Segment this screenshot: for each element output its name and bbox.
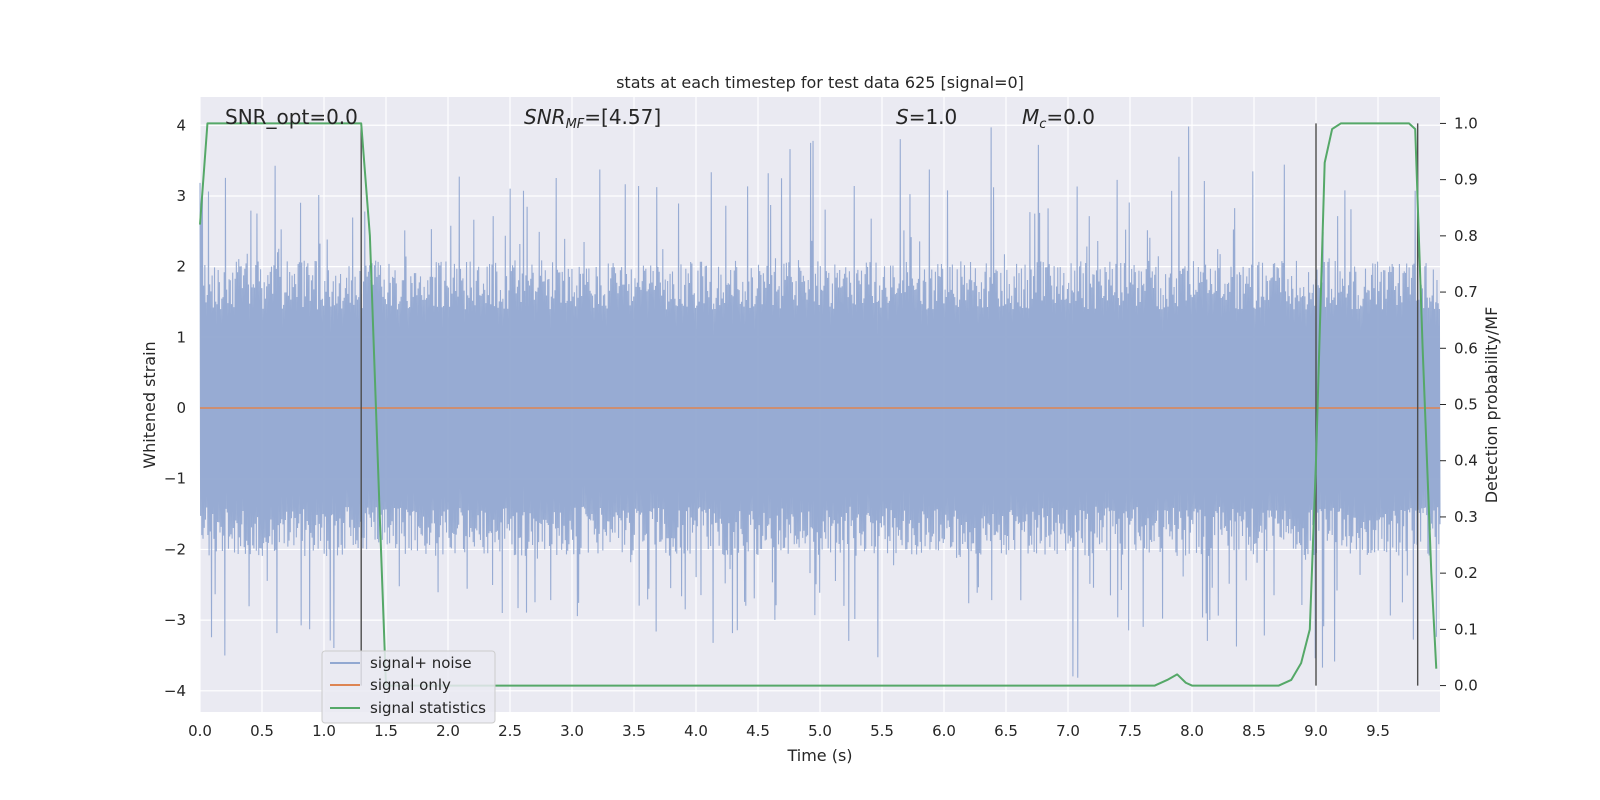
x-tick-label: 2.0 (436, 722, 460, 740)
legend-box (321, 650, 496, 724)
y2-tick-label: 0.0 (1454, 677, 1478, 695)
x-tick-label: 7.5 (1118, 722, 1142, 740)
y-axis-ticks: 4 3 2 1 0 −1 −2 −3 −4 (164, 116, 186, 700)
x-tick-label: 4.0 (684, 722, 708, 740)
y2-tick-label: 0.1 (1454, 620, 1478, 638)
y-tick-label: −4 (164, 682, 186, 700)
legend: signal+ noise signal only signal statist… (321, 650, 496, 724)
x-tick-label: 8.0 (1180, 722, 1204, 740)
x-tick-label: 7.0 (1056, 722, 1080, 740)
y2-tick-label: 0.9 (1454, 171, 1478, 189)
x-tick-label: 1.5 (374, 722, 398, 740)
x-tick-label: 3.5 (622, 722, 646, 740)
y2-tick-label: 0.7 (1454, 283, 1478, 301)
annotation-mc-label: M (1022, 105, 1039, 129)
y-tick-label: 3 (176, 187, 186, 205)
annotation-snr-opt: SNR_opt=0.0 (225, 105, 358, 129)
x-tick-label: 5.0 (808, 722, 832, 740)
y2-tick-label: 0.4 (1454, 452, 1478, 470)
y-tick-label: −2 (164, 540, 186, 558)
signal-statistics-series (199, 122, 1438, 687)
legend-label-signal-only: signal only (370, 676, 451, 694)
y-tick-label: 2 (176, 258, 186, 276)
annotation-mc-value: =0.0 (1046, 105, 1095, 129)
y-tick-label: −3 (164, 611, 186, 629)
x-tick-label: 6.5 (994, 722, 1018, 740)
x-tick-label: 9.5 (1366, 722, 1390, 740)
legend-label-signal-noise: signal+ noise (370, 654, 472, 672)
annotation-snr-mf-value: =[4.57] (584, 105, 661, 129)
x-axis-ticks: 0.0 0.5 1.0 1.5 2.0 2.5 3.0 3.5 4.0 4.5 5.0 5.5 6.0 6… (188, 722, 1390, 740)
y2-tick-label: 0.6 (1454, 339, 1478, 357)
x-tick-label: 8.5 (1242, 722, 1266, 740)
x-tick-label: 6.0 (932, 722, 956, 740)
x-axis-label: Time (s) (786, 746, 852, 765)
chart-title: stats at each timestep for test data 625… (616, 73, 1024, 92)
x-tick-label: 5.5 (870, 722, 894, 740)
annotation-snr-mf-sub: MF (566, 117, 585, 132)
signal-noise-series (199, 126, 1441, 678)
y-tick-label: 0 (176, 399, 186, 417)
series-signal-statistics-line (199, 122, 1438, 687)
y2-tick-label: 0.8 (1454, 227, 1478, 245)
y-axis-label: Whitened strain (140, 341, 159, 468)
x-tick-label: 3.0 (560, 722, 584, 740)
annotation-mc-sub: c (1039, 117, 1046, 132)
y2-tick-label: 0.2 (1454, 564, 1478, 582)
y2-tick-label: 0.3 (1454, 508, 1478, 526)
annotation-snr-mf: SNRMF=[4.57] (524, 105, 661, 132)
annotation-snr-mf-label: SNR (524, 105, 566, 129)
x-tick-label: 9.0 (1304, 722, 1328, 740)
y2-axis-ticks: 1.0 0.9 0.8 0.7 0.6 0.5 0.4 0.3 0.2 0.1 0.0 (1440, 114, 1478, 695)
y2-axis-label: Detection probability/MF (1482, 307, 1501, 504)
x-tick-label: 0.5 (250, 722, 274, 740)
x-tick-label: 2.5 (498, 722, 522, 740)
legend-label-signal-statistics: signal statistics (370, 699, 486, 717)
y-tick-label: 4 (176, 116, 186, 134)
series-signal-noise-line (199, 126, 1441, 678)
y2-tick-label: 0.5 (1454, 396, 1478, 414)
x-tick-label: 4.5 (746, 722, 770, 740)
x-tick-label: 0.0 (188, 722, 212, 740)
annotation-s: S=1.0 (896, 105, 957, 129)
y-tick-label: −1 (164, 470, 186, 488)
y2-tick-label: 1.0 (1454, 114, 1478, 132)
annotation-s-value: =1.0 (909, 105, 958, 129)
annotation-mc: Mc=0.0 (1022, 105, 1095, 132)
y-tick-label: 1 (176, 328, 186, 346)
annotation-s-label: S (896, 105, 909, 129)
x-tick-label: 1.0 (312, 722, 336, 740)
